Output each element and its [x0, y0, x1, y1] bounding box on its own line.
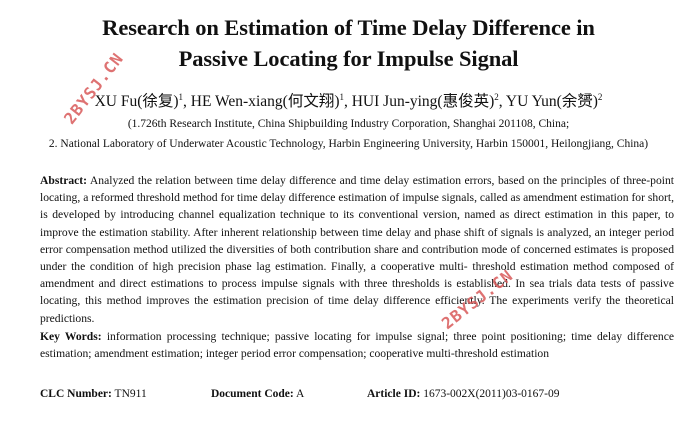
- document-code: Document Code: A: [211, 388, 304, 400]
- author-affiliation-mark: 1: [339, 92, 344, 102]
- author-name: YU Yun(余赟): [505, 93, 598, 110]
- article-id: Article ID: 1673-002X(2011)03-0167-09: [367, 388, 559, 400]
- affiliation-1: (1.726th Research Institute, China Shipb…: [127, 118, 570, 130]
- author-affiliation-mark: 1: [178, 92, 184, 102]
- paper-title-line1: Research on Estimation of Time Delay Dif…: [102, 15, 595, 40]
- clc-number: CLC Number: TN911: [40, 388, 147, 400]
- author-affiliation-mark: 2: [494, 92, 499, 102]
- abstract-label: Abstract:: [40, 174, 88, 187]
- document-code-value: A: [295, 388, 305, 400]
- author-name: HUI Jun-ying(惠俊英): [351, 93, 495, 110]
- affiliation-2: 2. National Laboratory of Underwater Aco…: [48, 138, 649, 150]
- keywords-label: Key Words:: [40, 329, 102, 343]
- author-name: HE Wen-xiang(何文翔): [190, 93, 340, 110]
- abstract-block: Abstract: Analyzed the relation between …: [40, 172, 674, 362]
- abstract-paragraph: Abstract: Analyzed the relation between …: [40, 172, 674, 327]
- article-id-label: Article ID:: [367, 388, 421, 400]
- document-code-label: Document Code:: [211, 388, 294, 400]
- paper-title-line2: Passive Locating for Impulse Signal: [178, 46, 519, 71]
- article-id-value: 1673-002X(2011)03-0167-09: [423, 388, 560, 400]
- keywords-text: information processing technique; passiv…: [40, 329, 675, 361]
- author-list: XU Fu(徐复)1, HE Wen-xiang(何文翔)1, HUI Jun-…: [94, 92, 603, 110]
- clc-label: CLC Number:: [40, 388, 112, 400]
- clc-value: TN911: [114, 388, 147, 400]
- author-name: XU Fu(徐复): [94, 93, 179, 110]
- author-affiliation-mark: 2: [597, 92, 603, 102]
- classification-line: CLC Number: TN911 Document Code: A Artic…: [40, 388, 674, 406]
- keywords-paragraph: Key Words: information processing techni…: [40, 328, 674, 362]
- abstract-text: Analyzed the relation between time delay…: [40, 174, 674, 325]
